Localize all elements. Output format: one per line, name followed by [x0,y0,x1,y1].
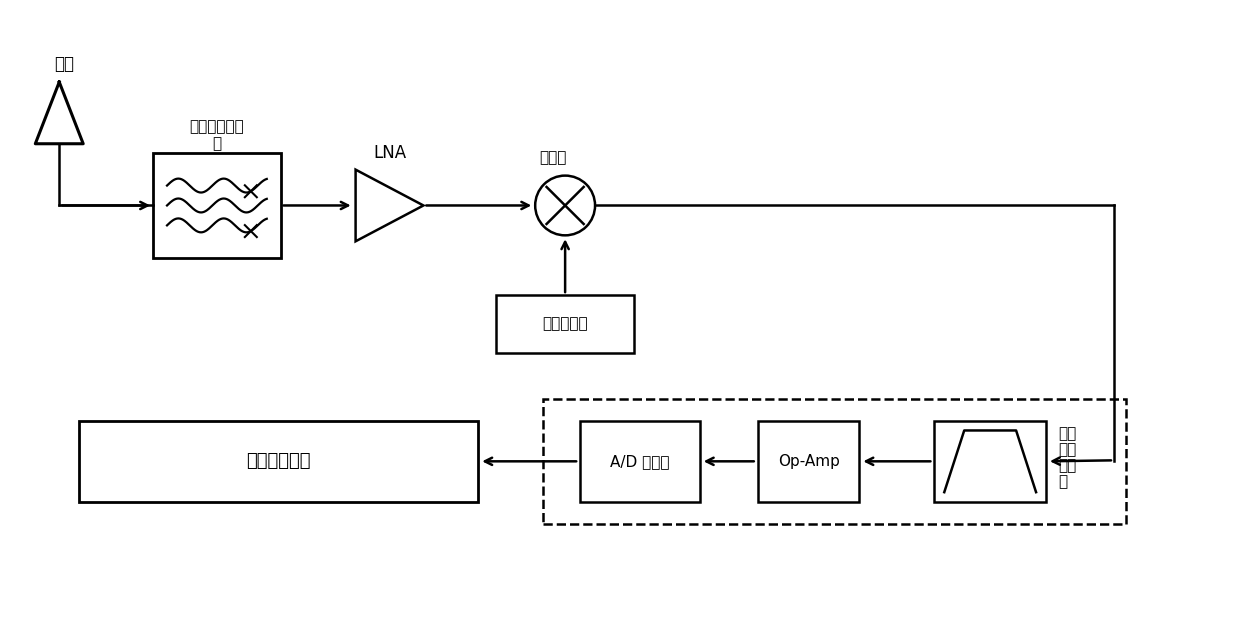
Circle shape [536,176,595,235]
Text: 混频器: 混频器 [539,150,567,165]
Text: 器: 器 [1058,474,1068,489]
Text: 滤波: 滤波 [1058,458,1076,473]
Bar [580,420,699,502]
Text: 本地振荡器: 本地振荡器 [542,317,588,332]
Text: LNA: LNA [373,143,405,161]
Bar [79,420,479,502]
Text: Op-Amp: Op-Amp [777,454,839,469]
Bar [496,295,634,353]
Polygon shape [356,170,423,242]
Bar [543,399,1126,524]
Text: 数字基带模块: 数字基带模块 [247,452,311,470]
Text: A/D 转换器: A/D 转换器 [610,454,670,469]
Bar [153,153,280,258]
Text: 带通: 带通 [1058,442,1076,457]
Bar [758,420,859,502]
Bar [934,420,1047,502]
Text: 器: 器 [212,136,222,152]
Text: 有源: 有源 [1058,426,1076,441]
Text: 天线: 天线 [55,55,74,73]
Text: 高频带通滤波: 高频带通滤波 [190,119,244,134]
